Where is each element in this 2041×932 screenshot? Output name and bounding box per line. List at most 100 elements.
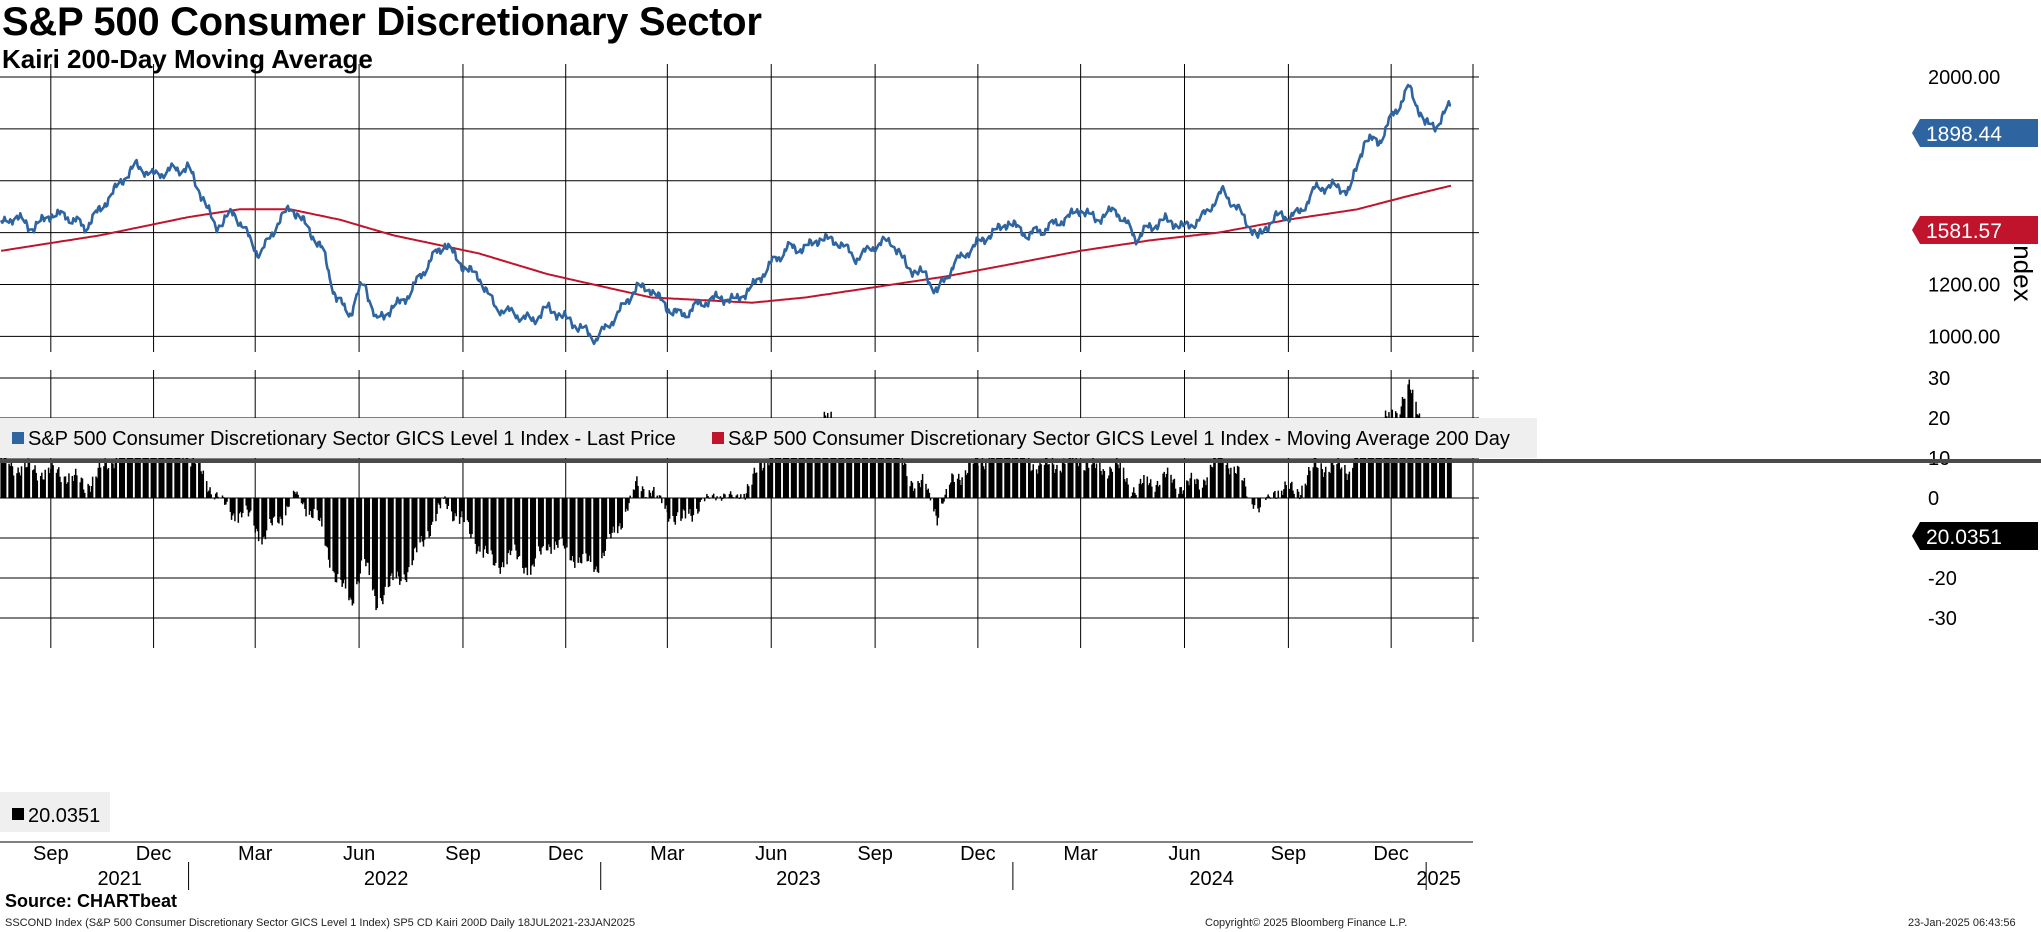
kairi-bar xyxy=(487,498,489,555)
kairi-bar xyxy=(1084,470,1086,498)
kairi-bar xyxy=(1227,468,1230,498)
kairi-bar xyxy=(280,498,282,520)
month-label-0: Sep xyxy=(33,843,69,865)
kairi-bar xyxy=(1000,451,1003,498)
kairi-bar xyxy=(490,498,492,551)
kairi-bar xyxy=(872,442,874,498)
kairi-bar xyxy=(1291,481,1293,498)
kairi-bar xyxy=(3,453,6,498)
kairi-bar xyxy=(903,462,906,498)
kairi-bar xyxy=(700,498,703,500)
kairi-bar xyxy=(435,498,437,522)
kairi-bar xyxy=(96,477,98,498)
kairi-bar xyxy=(186,458,189,498)
kairi-bar xyxy=(384,498,386,587)
price-panel-grid xyxy=(0,64,1473,352)
kairi-bar xyxy=(492,498,495,566)
kairi-bar xyxy=(423,498,426,540)
kairi-bar xyxy=(467,498,470,523)
kairi-bar xyxy=(1075,451,1077,498)
kairi-bar xyxy=(848,435,850,498)
kairi-bar xyxy=(273,498,276,517)
kairi-bar xyxy=(382,498,384,605)
kairi-bar xyxy=(1023,456,1025,498)
kairi-bar xyxy=(769,456,771,498)
kairi-panel-grid xyxy=(0,370,1473,642)
kairi-bar xyxy=(1315,467,1318,498)
kairi-bar xyxy=(1234,472,1237,498)
kairi-bar xyxy=(1313,458,1316,498)
kairi-bar xyxy=(593,498,595,572)
kairi-bar xyxy=(1135,495,1137,498)
kairi-bar xyxy=(873,440,875,498)
kairi-bar xyxy=(202,470,205,498)
kairi-bar xyxy=(1243,477,1246,498)
kairi-bar xyxy=(404,498,407,581)
kairi-bar xyxy=(431,498,434,522)
kairi-bar xyxy=(499,498,502,574)
kairi-bar xyxy=(324,498,327,546)
kairi-bar xyxy=(1173,478,1176,498)
kairi-bar xyxy=(411,498,413,566)
kairi-bar xyxy=(502,498,505,568)
kairi-bar xyxy=(470,498,472,538)
kairi-bar xyxy=(304,498,306,509)
kairi-bar xyxy=(35,472,37,498)
kairi-bar xyxy=(959,479,961,498)
kairi-bar xyxy=(603,498,605,557)
month-label-10: Mar xyxy=(1063,843,1098,865)
kairi-bar xyxy=(1427,430,1430,498)
chart-subtitle: Kairi 200-Day Moving Average xyxy=(2,44,373,74)
kairi-bar xyxy=(1241,480,1243,498)
kairi-bar xyxy=(1353,463,1355,498)
kairi-bar xyxy=(349,498,351,598)
kairi-bar xyxy=(334,498,337,583)
kairi-bar xyxy=(920,479,923,498)
kairi-bar xyxy=(444,496,446,498)
kairi-bar xyxy=(348,498,350,601)
kairi-bar xyxy=(32,470,34,498)
kairi-bar xyxy=(1148,483,1151,498)
kairi-bar xyxy=(118,453,121,498)
kairi-bar xyxy=(1030,471,1032,498)
kairi-bar xyxy=(1218,457,1221,498)
kairi-bar xyxy=(216,492,218,498)
kairi-bar xyxy=(1376,435,1379,498)
kairi-bar xyxy=(380,498,383,601)
kairi-bar xyxy=(17,467,19,498)
kairi-bar xyxy=(1020,455,1022,498)
kairi-bar xyxy=(849,437,852,498)
kairi-bar xyxy=(585,498,587,554)
kairi-bar xyxy=(625,498,628,509)
kairi-bar xyxy=(918,483,920,498)
kairi-bar xyxy=(1123,479,1126,498)
kairi-bar xyxy=(735,495,738,498)
kairi-bar xyxy=(878,440,881,498)
kairi-bar xyxy=(841,433,844,498)
kairi-bar xyxy=(1179,487,1181,498)
kairi-bar xyxy=(653,486,655,498)
kairi-bar xyxy=(357,498,359,582)
kairi-bar xyxy=(791,443,794,498)
kairi-bar xyxy=(976,458,978,498)
kairi-bar xyxy=(627,498,629,511)
kairi-bar xyxy=(254,498,256,533)
kairi-bar xyxy=(1067,459,1070,498)
kairi-bar xyxy=(405,498,408,583)
kairi-bar xyxy=(1266,496,1268,498)
kairi-bar xyxy=(1188,485,1190,498)
kairi-bar xyxy=(531,498,533,566)
kairi-bar xyxy=(249,498,252,511)
kairi-bar xyxy=(112,463,114,498)
price-lines xyxy=(0,83,1452,346)
kairi-bar xyxy=(89,491,92,498)
kairi-bar xyxy=(327,498,330,560)
kairi-bar xyxy=(1109,466,1111,498)
kairi-bar xyxy=(688,498,690,514)
kairi-bar xyxy=(210,494,212,498)
kairi-bar xyxy=(731,494,733,498)
kairi-bar xyxy=(751,484,753,498)
kairi-bar xyxy=(1197,479,1199,498)
kairi-bar xyxy=(286,498,288,507)
kairi-bar xyxy=(42,479,44,498)
